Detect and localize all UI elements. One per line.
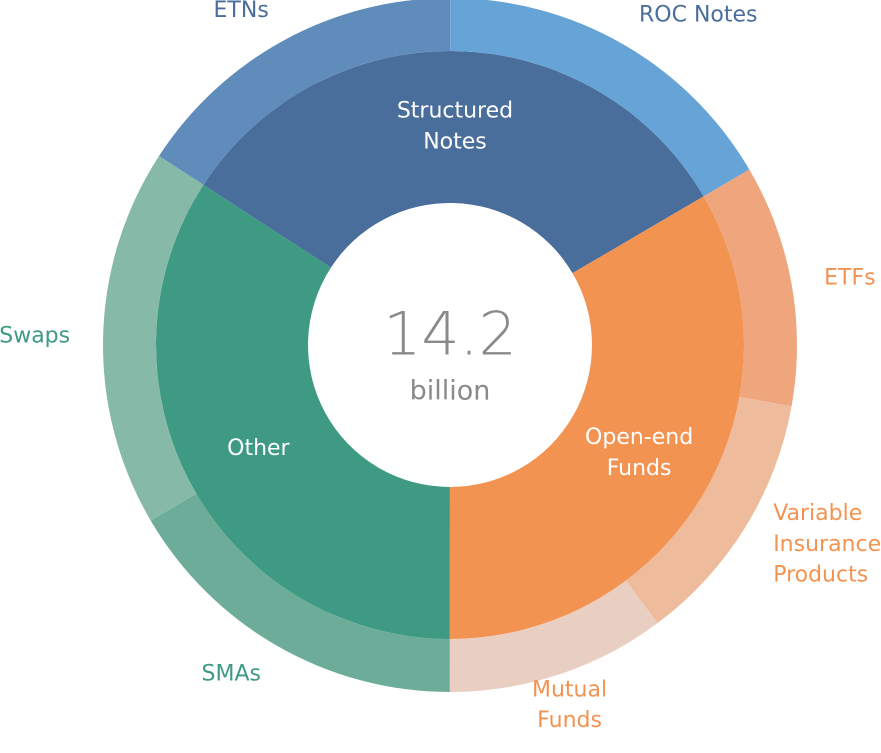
label-line: Structured	[397, 99, 513, 124]
outer-label: ETFs	[824, 265, 875, 290]
label-line: Funds	[607, 456, 672, 481]
inner-segment	[156, 184, 450, 639]
outer-segment	[703, 169, 797, 407]
label-line: Notes	[423, 129, 487, 154]
inner-label: Structured Notes	[397, 99, 513, 155]
label-line: Products	[773, 563, 868, 588]
outer-label: Mutual Funds	[532, 677, 607, 733]
label-line: Mutual	[532, 677, 607, 702]
outer-label: Swaps	[0, 323, 70, 348]
outer-segment	[449, 580, 658, 692]
center-value: 14.2	[383, 300, 517, 370]
outer-segment	[625, 396, 792, 624]
outer-label: Variable Insurance Products	[773, 501, 881, 588]
inner-label: Other	[227, 436, 290, 461]
outer-label: ROC Notes	[639, 2, 758, 27]
inner-label: Open-end Funds	[585, 425, 693, 481]
outer-label: ETNs	[214, 0, 269, 23]
outer-segment	[450, 0, 750, 197]
center-label: billion	[410, 376, 491, 407]
labels: Structured Notes ETNs ROC Notes Open-end Fund…	[0, 0, 881, 733]
outer-segment	[102, 156, 204, 521]
label-line: Open-end	[585, 425, 693, 450]
outer-segment	[158, 0, 451, 185]
outer-segment	[150, 493, 450, 692]
label-line: Funds	[537, 708, 602, 733]
inner-segment	[449, 196, 744, 639]
inner-segment	[203, 51, 704, 274]
outer-label: SMAs	[202, 662, 261, 687]
label-line: Variable	[773, 501, 862, 526]
label-line: Insurance	[773, 532, 881, 557]
rings	[102, 0, 797, 692]
